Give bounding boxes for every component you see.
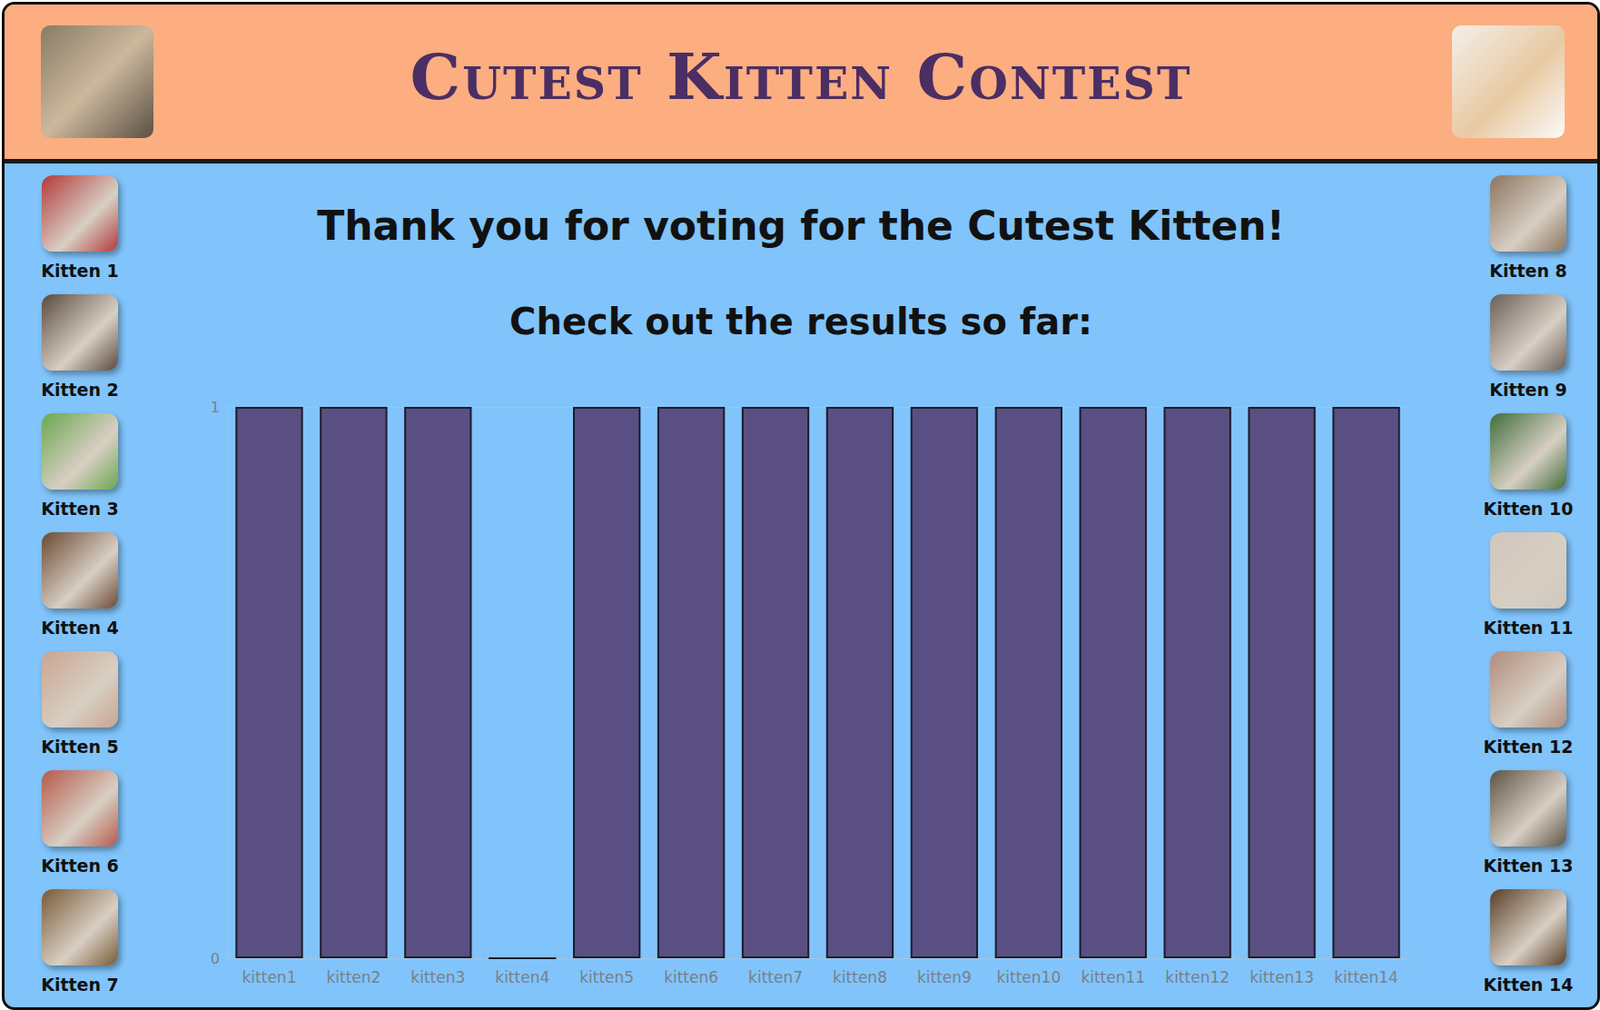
html-text:Kitten 2: Kitten 2	[41, 379, 119, 400]
html-text:Cutest Kitten Contest: Cutest Kitten Contest	[410, 39, 1192, 115]
svg-text:kitten5: kitten5	[579, 967, 634, 987]
svg-text:kitten7: kitten7	[748, 967, 803, 987]
svg-text:kitten9: kitten9	[917, 967, 972, 987]
svg-text:kitten8: kitten8	[832, 967, 888, 987]
html-text:Kitten 14: Kitten 14	[1483, 974, 1574, 995]
html-text:Kitten 10: Kitten 10	[1483, 498, 1574, 519]
html-text:Kitten 8: Kitten 8	[1489, 260, 1568, 281]
svg-text:kitten10: kitten10	[996, 967, 1061, 987]
html-text:Thank you for voting for the C: Thank you for voting for the Cutest Kitt…	[317, 202, 1285, 249]
html-text:Kitten 12: Kitten 12	[1483, 736, 1574, 757]
svg-text:kitten1: kitten1	[241, 967, 297, 987]
html-text:Kitten 7: Kitten 7	[41, 974, 119, 995]
html-text:Kitten 6: Kitten 6	[41, 855, 119, 876]
svg-text:0: 0	[210, 949, 220, 968]
svg-text:kitten4: kitten4	[494, 967, 550, 987]
svg-text:kitten6: kitten6	[663, 967, 719, 987]
svg-text:kitten13: kitten13	[1249, 967, 1314, 987]
svg-text:kitten3: kitten3	[410, 967, 465, 987]
html-text:Kitten 4: Kitten 4	[41, 617, 119, 638]
svg-text:kitten2: kitten2	[325, 967, 381, 987]
html-text:Kitten 13: Kitten 13	[1483, 855, 1574, 876]
html-text:Kitten 5: Kitten 5	[41, 736, 119, 757]
html-text:Kitten 9: Kitten 9	[1489, 379, 1568, 400]
html-text:Kitten 1: Kitten 1	[41, 260, 119, 281]
svg-text:kitten11: kitten11	[1080, 967, 1146, 987]
html-text:Check out the results so far:: Check out the results so far:	[509, 300, 1093, 343]
svg-text:1: 1	[210, 398, 220, 416]
svg-text:kitten12: kitten12	[1165, 967, 1230, 987]
html-text:Kitten 11: Kitten 11	[1483, 617, 1574, 638]
html-text:Kitten 3: Kitten 3	[41, 498, 119, 519]
svg-text:kitten14: kitten14	[1333, 967, 1399, 987]
